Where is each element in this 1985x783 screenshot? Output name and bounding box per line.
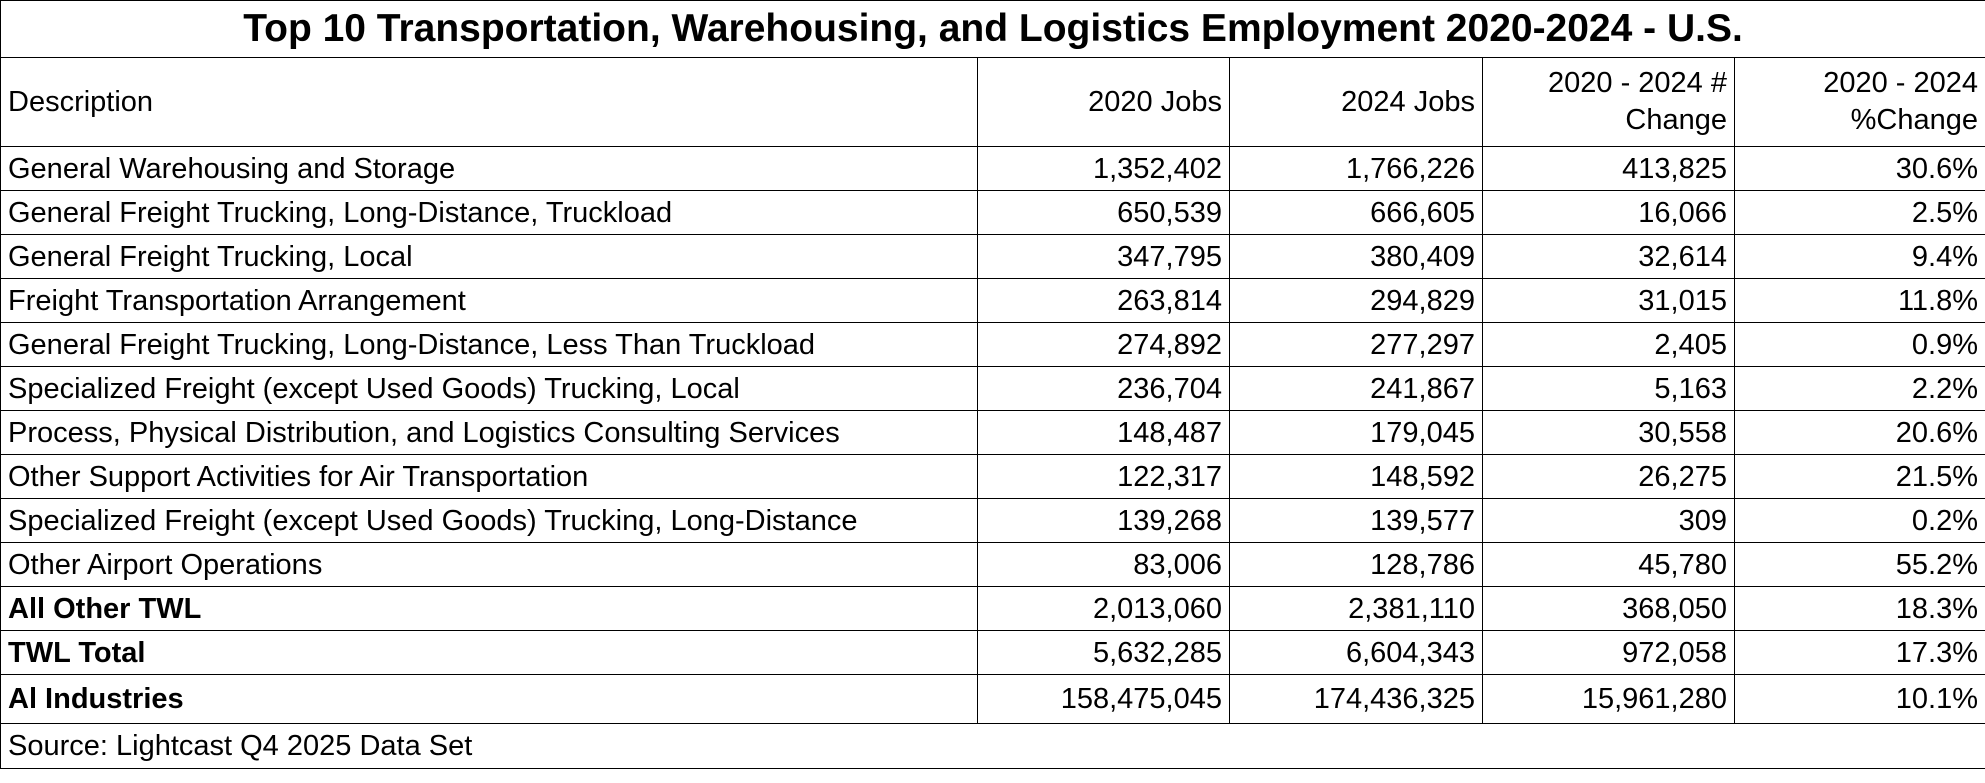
cell-description: General Warehousing and Storage — [0, 146, 978, 191]
table-row: TWL Total 5,632,285 6,604,343 972,058 17.3% — [0, 630, 1985, 675]
cell-description: Al Industries — [0, 674, 978, 724]
cell-number-change: 32,614 — [1482, 234, 1735, 279]
header-number-change: 2020 - 2024 # Change — [1482, 57, 1735, 147]
cell-2024-jobs: 294,829 — [1229, 278, 1483, 323]
table-row: All Other TWL 2,013,060 2,381,110 368,050 18… — [0, 586, 1985, 631]
cell-2020-jobs: 236,704 — [977, 366, 1230, 411]
cell-percent-change: 18.3% — [1733, 586, 1985, 631]
cell-description: Specialized Freight (except Used Goods) … — [0, 366, 978, 411]
cell-2020-jobs: 158,475,045 — [977, 674, 1230, 724]
cell-2024-jobs: 241,867 — [1229, 366, 1483, 411]
table-row: Other Airport Operations 83,006 128,786 45,… — [0, 542, 1985, 587]
cell-percent-change: 0.9% — [1733, 322, 1985, 367]
cell-description: Freight Transportation Arrangement — [0, 278, 978, 323]
table-body: General Warehousing and Storage 1,352,402… — [0, 146, 1985, 724]
cell-description: Specialized Freight (except Used Goods) … — [0, 498, 978, 543]
cell-percent-change: 2.5% — [1733, 190, 1985, 235]
cell-2024-jobs: 148,592 — [1229, 454, 1483, 499]
table-row: General Freight Trucking, Local 347,795 38… — [0, 234, 1985, 279]
table-row: Specialized Freight (except Used Goods) … — [0, 498, 1985, 543]
cell-2024-jobs: 666,605 — [1229, 190, 1483, 235]
cell-number-change: 30,558 — [1482, 410, 1735, 455]
header-2024-jobs: 2024 Jobs — [1229, 57, 1483, 147]
cell-description: Other Support Activities for Air Transpo… — [0, 454, 978, 499]
cell-2024-jobs: 380,409 — [1229, 234, 1483, 279]
cell-description: All Other TWL — [0, 586, 978, 631]
cell-number-change: 309 — [1482, 498, 1735, 543]
cell-2024-jobs: 179,045 — [1229, 410, 1483, 455]
cell-number-change: 26,275 — [1482, 454, 1735, 499]
table-row: General Freight Trucking, Long-Distance,… — [0, 322, 1985, 367]
cell-2024-jobs: 174,436,325 — [1229, 674, 1483, 724]
cell-2024-jobs: 128,786 — [1229, 542, 1483, 587]
cell-percent-change: 0.2% — [1733, 498, 1985, 543]
cell-description: General Freight Trucking, Local — [0, 234, 978, 279]
cell-number-change: 16,066 — [1482, 190, 1735, 235]
cell-2024-jobs: 6,604,343 — [1229, 630, 1483, 675]
table-row: Process, Physical Distribution, and Logi… — [0, 410, 1985, 455]
table-row: Al Industries 158,475,045 174,436,325 15,96… — [0, 674, 1985, 724]
header-row: Description 2020 Jobs 2024 Jobs 2020 - 2… — [0, 57, 1985, 147]
cell-percent-change: 55.2% — [1733, 542, 1985, 587]
cell-percent-change: 2.2% — [1733, 366, 1985, 411]
cell-2020-jobs: 122,317 — [977, 454, 1230, 499]
cell-2020-jobs: 148,487 — [977, 410, 1230, 455]
cell-number-change: 368,050 — [1482, 586, 1735, 631]
cell-number-change: 5,163 — [1482, 366, 1735, 411]
cell-2020-jobs: 2,013,060 — [977, 586, 1230, 631]
cell-2020-jobs: 347,795 — [977, 234, 1230, 279]
cell-2020-jobs: 139,268 — [977, 498, 1230, 543]
cell-percent-change: 17.3% — [1733, 630, 1985, 675]
cell-percent-change: 20.6% — [1733, 410, 1985, 455]
table-row: Specialized Freight (except Used Goods) … — [0, 366, 1985, 411]
cell-2024-jobs: 1,766,226 — [1229, 146, 1483, 191]
source-note: Source: Lightcast Q4 2025 Data Set — [0, 723, 1985, 769]
cell-percent-change: 21.5% — [1733, 454, 1985, 499]
cell-percent-change: 11.8% — [1733, 278, 1985, 323]
cell-percent-change: 30.6% — [1733, 146, 1985, 191]
table-row: Freight Transportation Arrangement 263,81… — [0, 278, 1985, 323]
cell-number-change: 2,405 — [1482, 322, 1735, 367]
cell-percent-change: 10.1% — [1733, 674, 1985, 724]
header-2020-jobs: 2020 Jobs — [977, 57, 1230, 147]
table-row: General Warehousing and Storage 1,352,402… — [0, 146, 1985, 191]
cell-description: General Freight Trucking, Long-Distance,… — [0, 190, 978, 235]
cell-description: TWL Total — [0, 630, 978, 675]
cell-description: General Freight Trucking, Long-Distance,… — [0, 322, 978, 367]
cell-number-change: 45,780 — [1482, 542, 1735, 587]
cell-2020-jobs: 650,539 — [977, 190, 1230, 235]
header-description: Description — [0, 57, 978, 147]
cell-percent-change: 9.4% — [1733, 234, 1985, 279]
cell-description: Process, Physical Distribution, and Logi… — [0, 410, 978, 455]
table-row: General Freight Trucking, Long-Distance,… — [0, 190, 1985, 235]
cell-2020-jobs: 274,892 — [977, 322, 1230, 367]
cell-2020-jobs: 1,352,402 — [977, 146, 1230, 191]
cell-2020-jobs: 263,814 — [977, 278, 1230, 323]
cell-number-change: 15,961,280 — [1482, 674, 1735, 724]
cell-2020-jobs: 5,632,285 — [977, 630, 1230, 675]
cell-2024-jobs: 277,297 — [1229, 322, 1483, 367]
table-row: Other Support Activities for Air Transpo… — [0, 454, 1985, 499]
cell-2024-jobs: 2,381,110 — [1229, 586, 1483, 631]
cell-number-change: 413,825 — [1482, 146, 1735, 191]
cell-description: Other Airport Operations — [0, 542, 978, 587]
cell-2024-jobs: 139,577 — [1229, 498, 1483, 543]
cell-number-change: 972,058 — [1482, 630, 1735, 675]
cell-2020-jobs: 83,006 — [977, 542, 1230, 587]
header-percent-change: 2020 - 2024 %Change — [1733, 57, 1985, 147]
cell-number-change: 31,015 — [1482, 278, 1735, 323]
table-title: Top 10 Transportation, Warehousing, and … — [0, 0, 1985, 58]
